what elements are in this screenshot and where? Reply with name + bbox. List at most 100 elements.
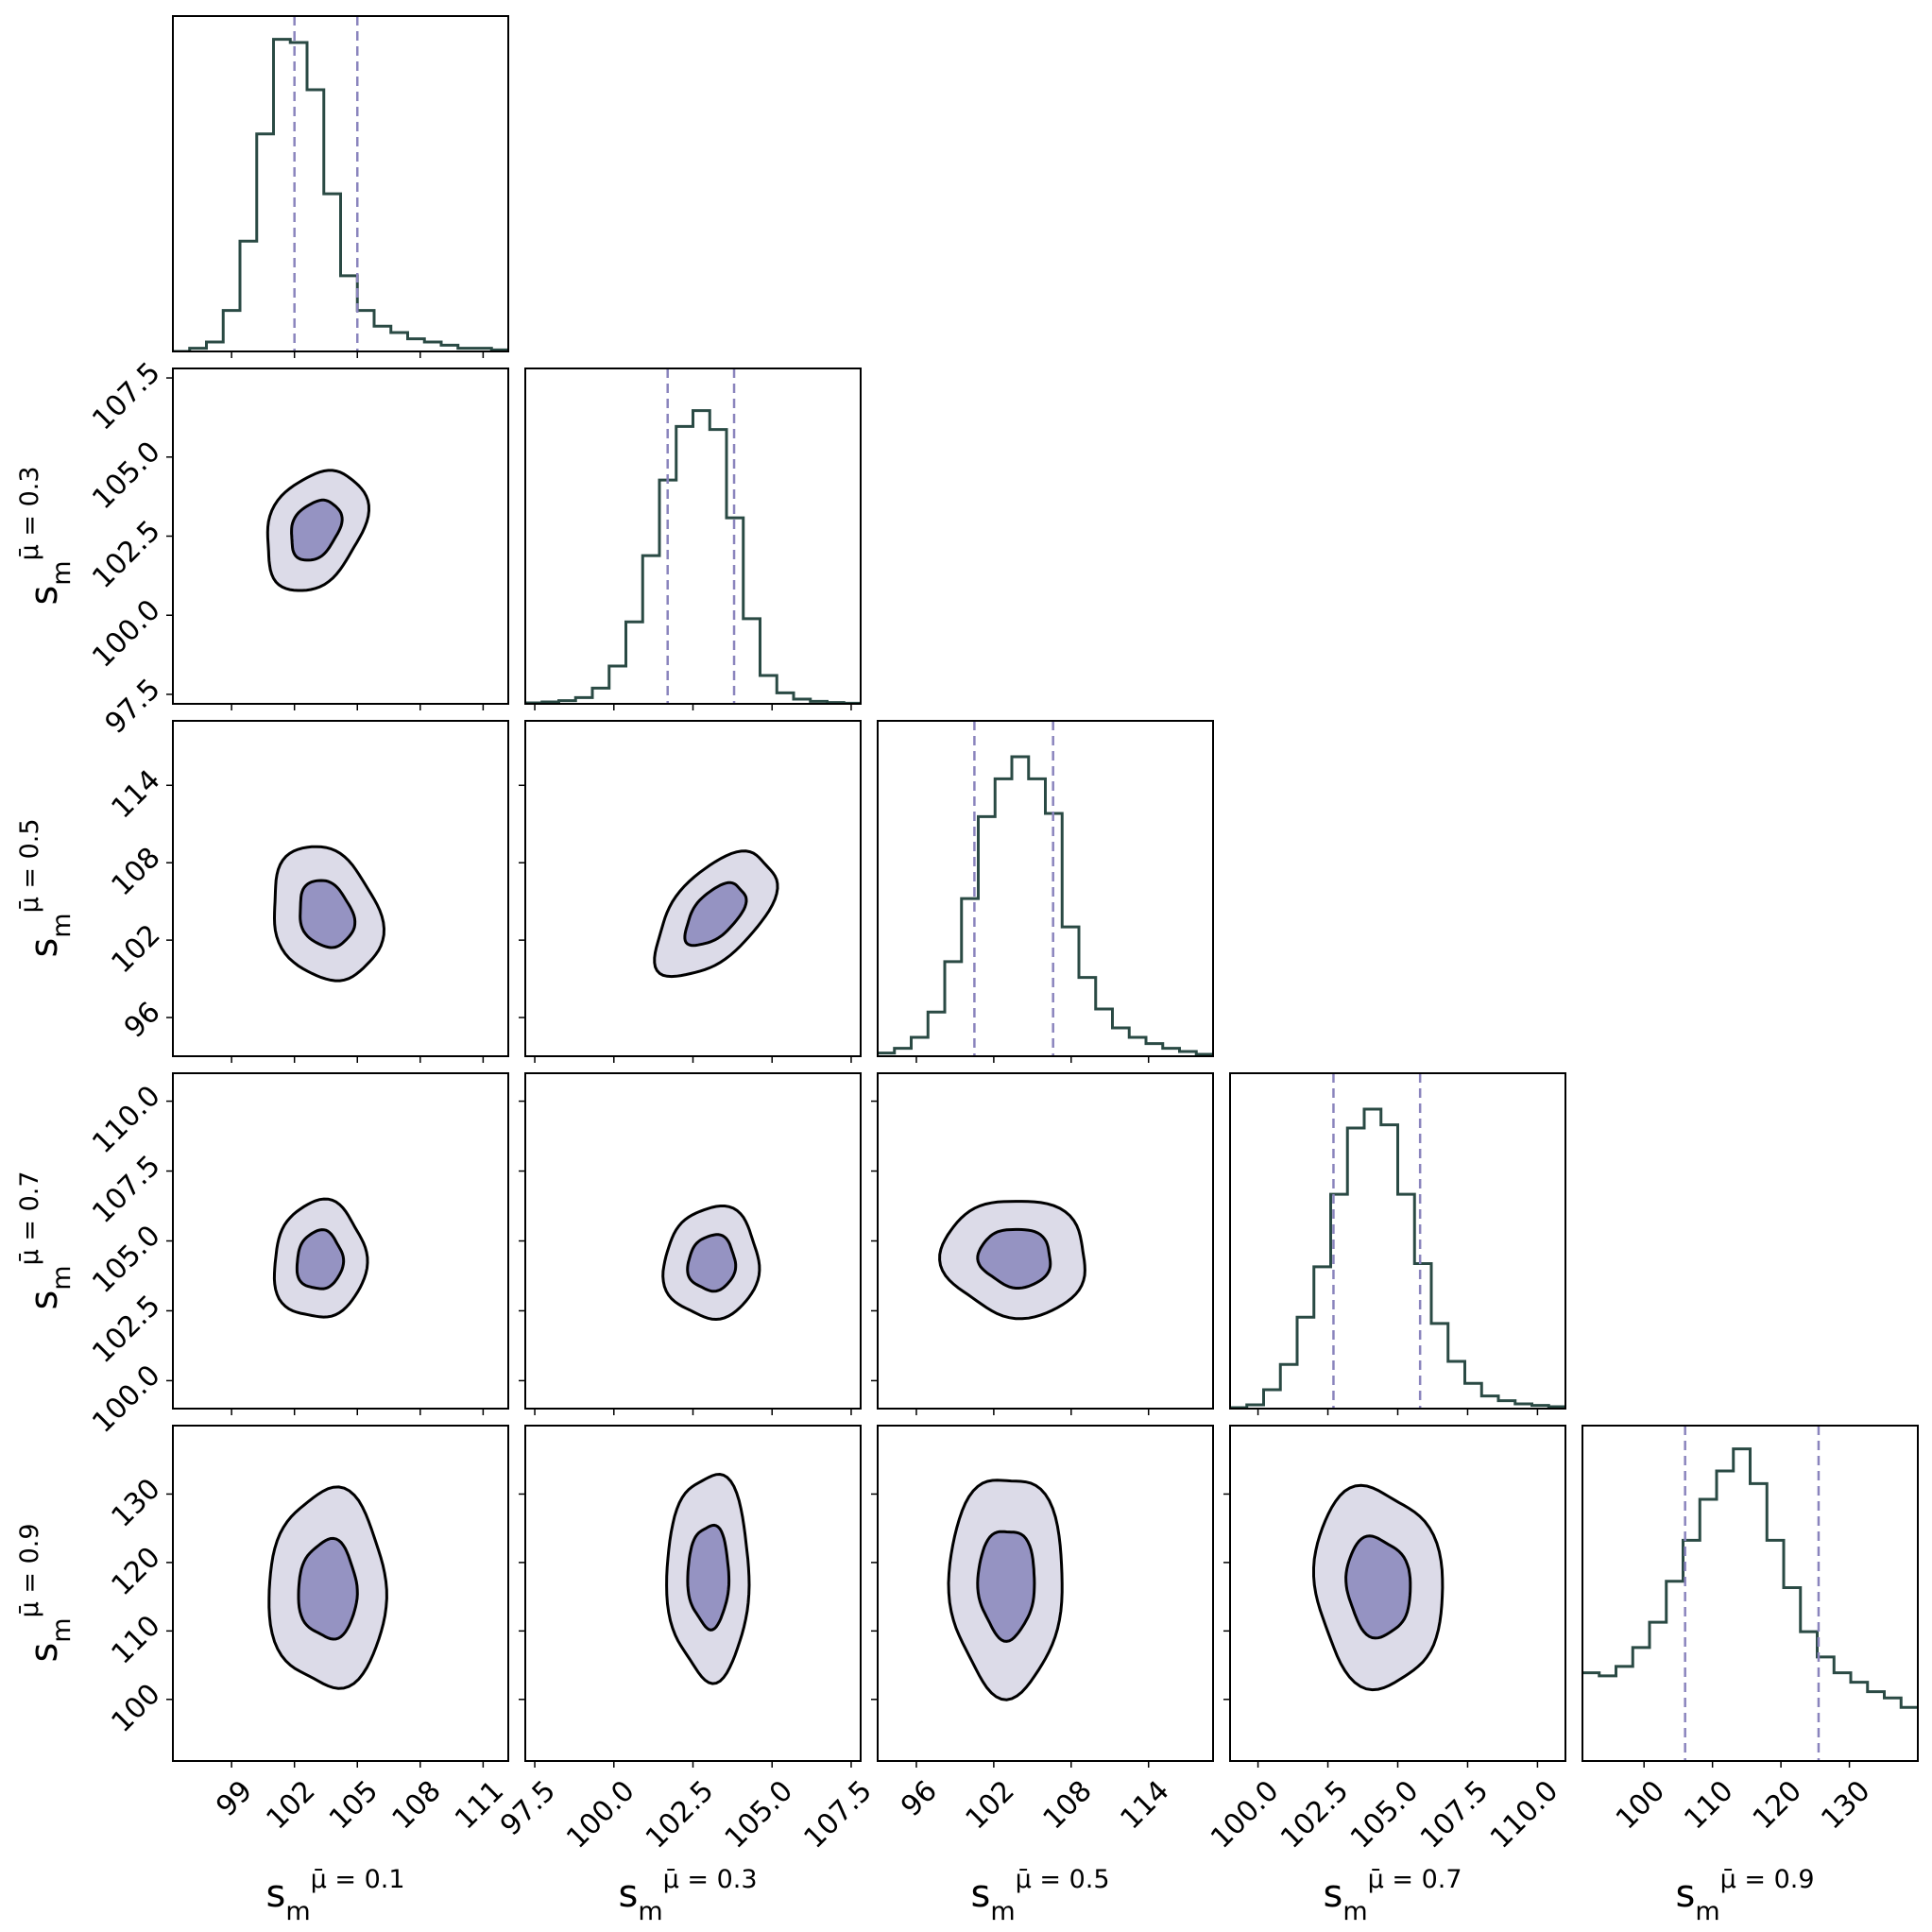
y-tick-label: 110 [105, 1609, 166, 1670]
y-tick-label: 96 [118, 996, 167, 1045]
x-tick-label: 105.0 [719, 1774, 799, 1855]
y-tick-label: 114 [105, 763, 166, 825]
panel-frame [172, 720, 509, 1057]
panel-3-1 [519, 1072, 862, 1415]
xlabel-param-1: smμ̄ = 0.3 [618, 1865, 757, 1926]
y-tick-label: 100.0 [86, 593, 166, 674]
x-tick-label: 120 [1747, 1774, 1808, 1836]
y-tick-label: 130 [105, 1472, 166, 1533]
x-tick-label: 102 [260, 1774, 321, 1836]
panel-frame [877, 1072, 1214, 1410]
panel-1-1 [524, 368, 862, 710]
xlabel-param-0: smμ̄ = 0.1 [265, 1865, 404, 1926]
panel-frame [524, 368, 862, 705]
x-tick-label: 110 [1678, 1774, 1739, 1836]
xlabel-param-2: smμ̄ = 0.5 [970, 1865, 1109, 1926]
x-tick-label: 102.5 [640, 1774, 720, 1855]
panel-frame [877, 1425, 1214, 1762]
panels-layer: 100 110 120 13097.5100.0102.5105.0107.59610… [86, 15, 1919, 1855]
y-tick-label: 108 [105, 841, 166, 902]
x-tick-label: 96 [895, 1774, 944, 1823]
contour-inner [299, 879, 357, 949]
ylabel-param-4: smμ̄ = 0.9 [15, 1523, 77, 1662]
xlabel-param-3: smμ̄ = 0.7 [1323, 1865, 1462, 1926]
panel-content [265, 469, 371, 592]
contour-inner [686, 1523, 731, 1632]
x-tick-label: 107.5 [797, 1774, 878, 1855]
x-tick-label: 97.5 [494, 1774, 562, 1842]
panel-frame [524, 1072, 862, 1410]
panel-frame [1229, 1072, 1566, 1410]
panel-frame [1229, 1425, 1566, 1762]
panel-content [1230, 1073, 1565, 1409]
contour-inner [1344, 1534, 1412, 1640]
contour-inner [297, 1536, 359, 1641]
x-tick-label: 108 [1036, 1774, 1098, 1836]
y-tick-label: 110.0 [86, 1079, 166, 1159]
panel-frame [524, 720, 862, 1057]
contour-inner [290, 498, 344, 562]
ylabel-param-2: smμ̄ = 0.5 [15, 818, 77, 957]
y-tick-label: 105.0 [86, 436, 166, 516]
histogram-step [878, 755, 1213, 1056]
x-tick-label: 100 [1610, 1774, 1671, 1836]
y-tick-label: 107.5 [86, 1149, 166, 1229]
panel-0-0 [172, 15, 509, 358]
panel-3-3 [1229, 1072, 1566, 1415]
x-tick-label: 108 [385, 1774, 447, 1836]
x-tick-label: 114 [1114, 1774, 1175, 1836]
panel-3-2 [871, 1072, 1214, 1415]
panel-2-0: 96 102 108 114 [105, 720, 509, 1063]
y-tick-label: 120 [105, 1541, 166, 1602]
x-tick-label: 102 [960, 1774, 1021, 1836]
x-tick-label: 105.0 [1344, 1774, 1425, 1855]
panel-content [173, 16, 508, 351]
ylabel-param-1: smμ̄ = 0.3 [15, 466, 77, 605]
panel-frame [172, 1425, 509, 1762]
histogram-step [525, 409, 861, 704]
panel-frame [172, 1072, 509, 1410]
panel-4-2: 96 102 108 114 [871, 1425, 1214, 1836]
panel-frame [524, 1425, 862, 1762]
y-tick-label: 97.5 [99, 673, 167, 741]
panel-content [272, 845, 386, 983]
x-tick-label: 107.5 [1414, 1774, 1495, 1855]
y-tick-label: 102.5 [86, 1289, 166, 1369]
contour-inner [683, 881, 748, 948]
panel-content [267, 1485, 388, 1690]
panel-content [653, 849, 779, 979]
contour-inner [976, 1530, 1036, 1643]
y-tick-label: 107.5 [86, 356, 166, 436]
y-tick-label: 105.0 [86, 1219, 166, 1299]
y-tick-label: 100 [105, 1678, 166, 1739]
panel-content [878, 721, 1213, 1056]
contour-inner [686, 1233, 738, 1293]
panel-frame [1582, 1425, 1919, 1762]
histogram-step [173, 38, 508, 351]
x-tick-label: 110.0 [1484, 1774, 1564, 1855]
panel-content [947, 1479, 1064, 1701]
y-tick-label: 102 [105, 918, 166, 980]
xlabel-param-4: smμ̄ = 0.9 [1675, 1865, 1814, 1926]
panel-frame [877, 720, 1214, 1057]
panel-content [661, 1205, 761, 1322]
panel-2-1 [519, 720, 862, 1063]
panel-content [525, 368, 861, 704]
panel-4-4: 100 110 120 130 [1582, 1425, 1919, 1836]
y-tick-label: 102.5 [86, 514, 166, 594]
panel-content [1312, 1483, 1445, 1692]
panel-2-2 [877, 720, 1214, 1063]
x-tick-label: 102.5 [1274, 1774, 1355, 1855]
panel-content [665, 1472, 751, 1685]
contour-inner [976, 1227, 1052, 1290]
axis-labels-layer: smμ̄ = 0.1 smμ̄ = 0.3 smμ̄ = 0.5 smμ̄ = … [15, 466, 1815, 1926]
panel-content [272, 1197, 369, 1319]
x-tick-label: 100.0 [560, 1774, 641, 1855]
x-tick-label: 105 [323, 1774, 385, 1836]
x-tick-label: 100.0 [1205, 1774, 1285, 1855]
